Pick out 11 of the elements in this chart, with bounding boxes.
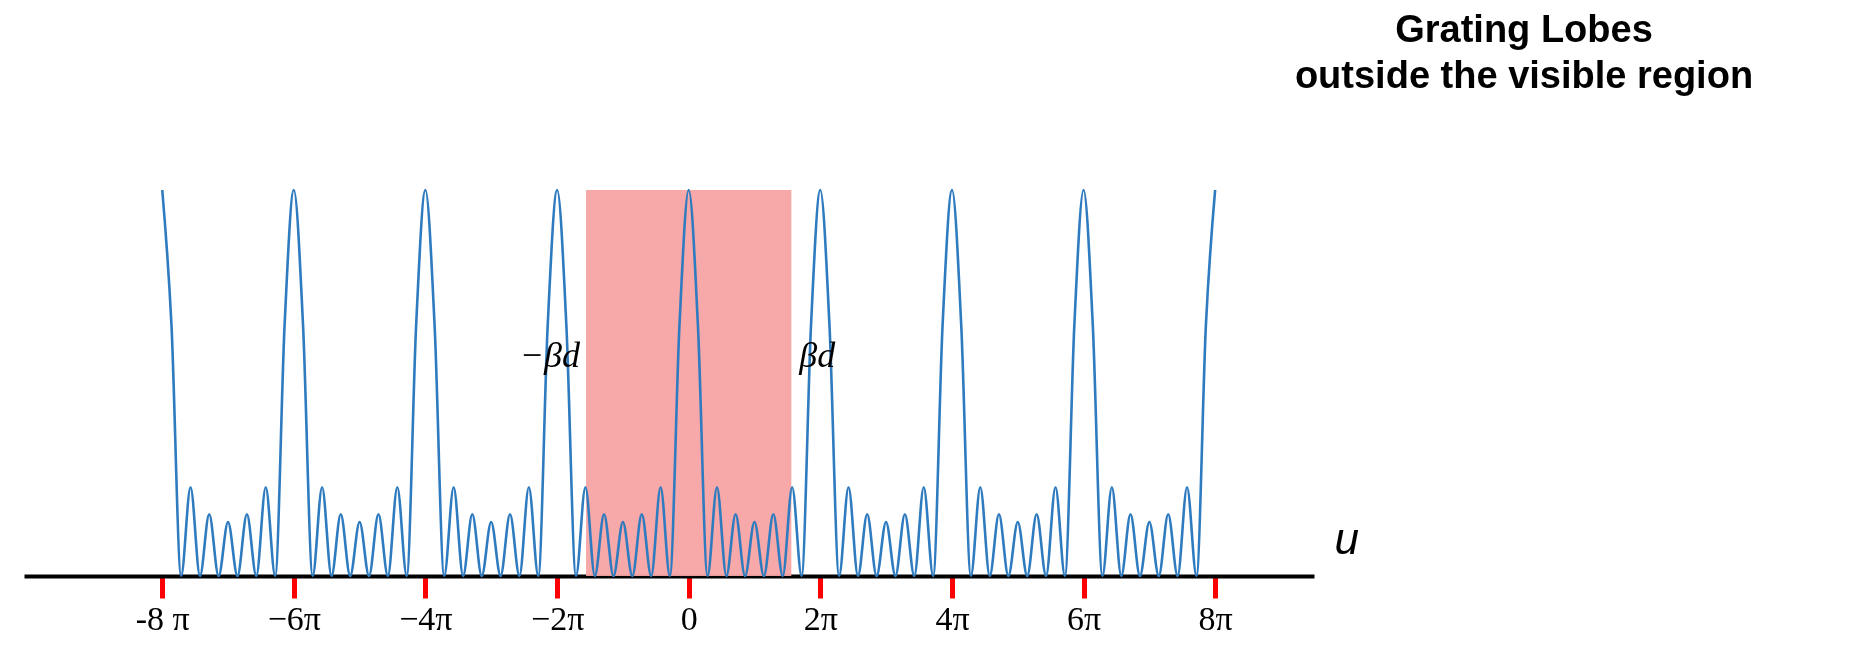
x-tick-label: 4π (935, 599, 970, 637)
text: Grating Lobes outside the visible region (1294, 8, 1754, 96)
x-tick-label: 0 (680, 599, 698, 637)
x-tick-label: −6π (267, 599, 321, 637)
x-tick-label: 6π (1066, 599, 1102, 637)
x-tick-label: −4π (399, 599, 453, 637)
x-tick-label: 2π (803, 599, 838, 637)
x-tick-label: −2π (530, 599, 585, 637)
x-tick-label: 8π (1198, 599, 1233, 637)
x-tick-label: -8 π (135, 599, 190, 637)
x-axis-title: u (1334, 513, 1359, 563)
